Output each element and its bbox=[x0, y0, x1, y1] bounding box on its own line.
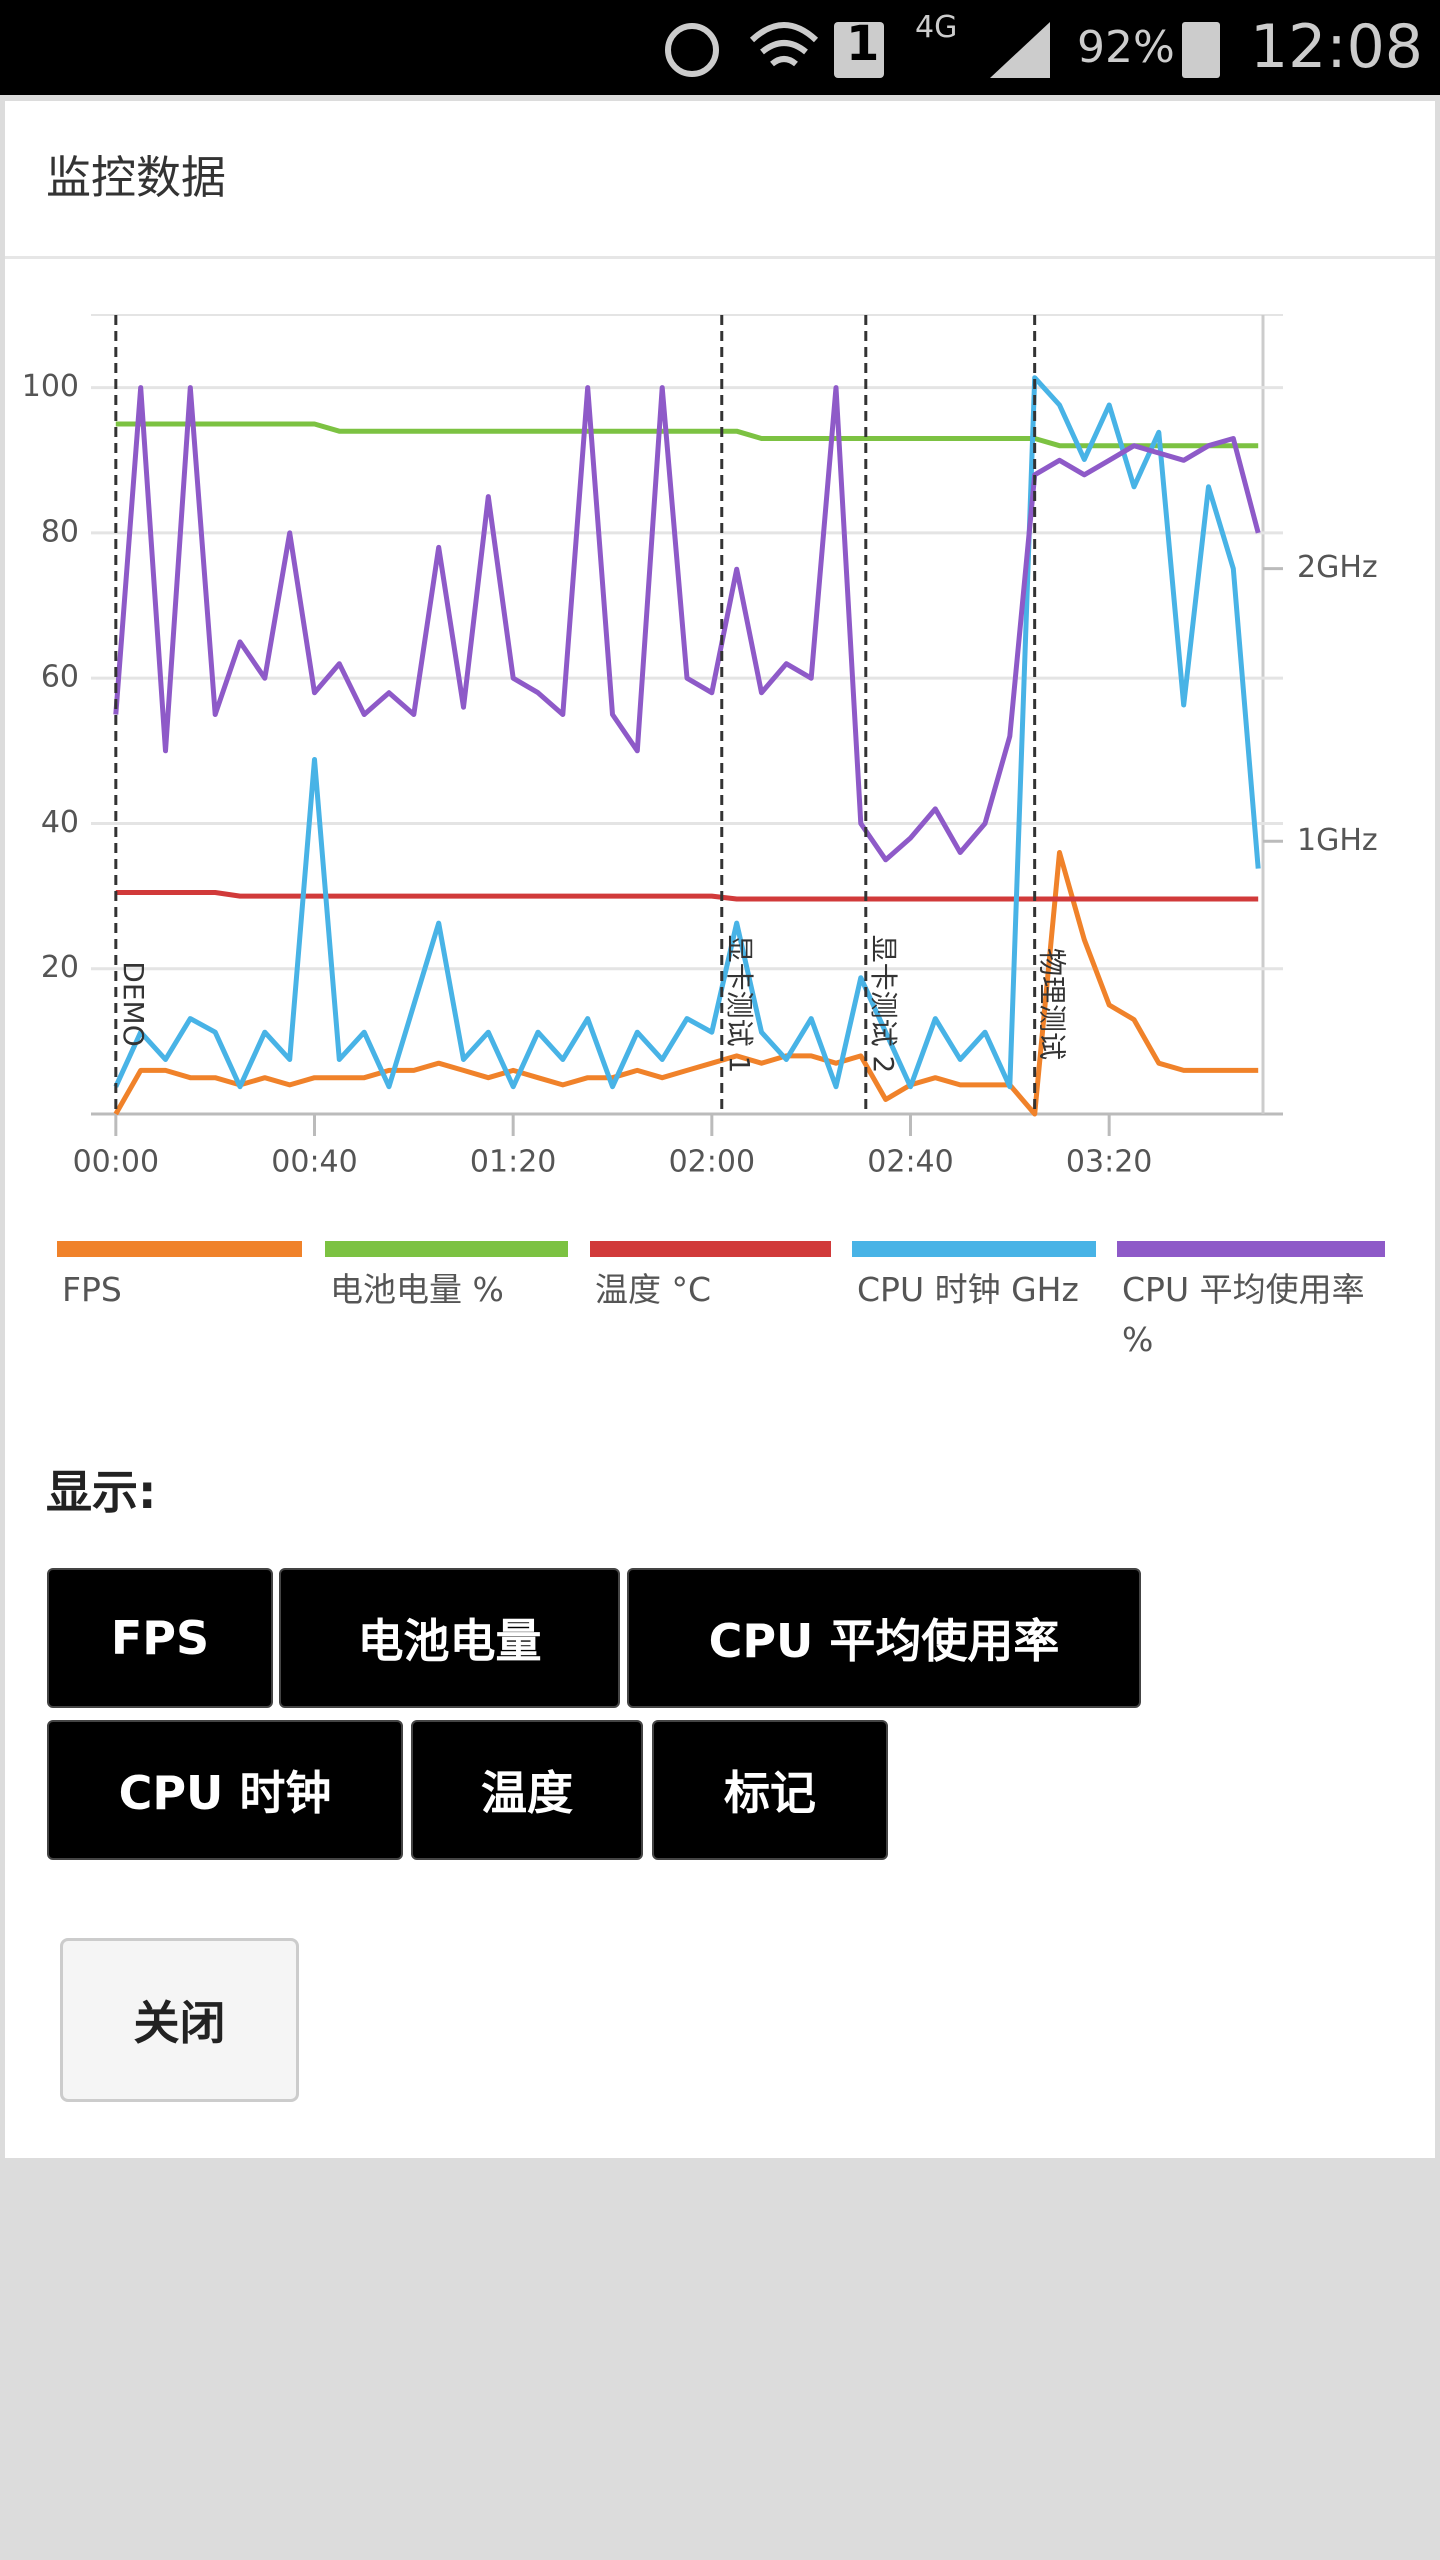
x-tick-label: 02:40 bbox=[867, 1145, 953, 1180]
toggle-button[interactable]: 温度 bbox=[411, 1720, 643, 1860]
x-tick-label: 01:20 bbox=[470, 1145, 556, 1180]
legend-label: 电池电量 % bbox=[330, 1270, 504, 1309]
series-line bbox=[113, 375, 1261, 1090]
marker-label: 物理测试 bbox=[1036, 948, 1069, 1060]
legend-item: 温度 °C bbox=[590, 1241, 831, 1315]
legend-item: CPU 时钟 GHz bbox=[852, 1241, 1096, 1315]
chart: 20 40 60 80 100 1GHz 2GHz 00:00 00:40 01:20 02:00 0… bbox=[22, 314, 1378, 1180]
dialog-title: 监控数据 bbox=[46, 151, 227, 204]
legend-swatch bbox=[57, 1241, 302, 1257]
legend-label: CPU 平均使用率 % bbox=[1122, 1270, 1365, 1359]
legend-item: CPU 平均使用率 % bbox=[1117, 1241, 1385, 1365]
legend-swatch bbox=[852, 1241, 1096, 1257]
display-label: 显示: bbox=[46, 1465, 157, 1519]
marker-label: DEMO bbox=[117, 961, 150, 1046]
y-tick-label: 40 bbox=[41, 805, 79, 840]
y2-tick-label: 1GHz bbox=[1297, 823, 1378, 858]
legend-item: 电池电量 % bbox=[325, 1241, 568, 1315]
alarm-icon bbox=[665, 23, 719, 77]
wifi-icon bbox=[749, 22, 819, 67]
legend-label: 温度 °C bbox=[595, 1270, 712, 1309]
legend-swatch bbox=[590, 1241, 831, 1257]
toggle-button[interactable]: CPU 时钟 bbox=[47, 1720, 403, 1860]
series-line bbox=[115, 890, 1259, 902]
toggle-button[interactable]: CPU 平均使用率 bbox=[627, 1568, 1141, 1708]
network-type: 4G bbox=[915, 10, 958, 45]
x-tick-label: 00:00 bbox=[73, 1145, 159, 1180]
toggle-button[interactable]: 电池电量 bbox=[279, 1568, 620, 1708]
y2-tick-label: 2GHz bbox=[1297, 550, 1378, 585]
legend-label: FPS bbox=[62, 1270, 122, 1309]
series-line bbox=[115, 421, 1259, 449]
x-tick-label: 00:40 bbox=[271, 1145, 357, 1180]
legend-swatch bbox=[1117, 1241, 1385, 1257]
y-tick-label: 80 bbox=[41, 514, 79, 549]
close-button[interactable]: 关闭 bbox=[60, 1938, 299, 2102]
marker-label: 显卡测试 1 bbox=[723, 935, 756, 1074]
status-icons bbox=[665, 22, 1220, 78]
clock: 12:08 bbox=[1250, 12, 1423, 82]
divider bbox=[5, 256, 1435, 259]
x-tick-label: 02:00 bbox=[669, 1145, 755, 1180]
y-tick-label: 100 bbox=[22, 369, 79, 404]
toggle-button[interactable]: FPS bbox=[47, 1568, 273, 1708]
sim-icon bbox=[834, 22, 884, 78]
legend-swatch bbox=[325, 1241, 568, 1257]
toggle-button[interactable]: 标记 bbox=[652, 1720, 888, 1860]
dialog: 监控数据 20 40 60 80 100 1GHz 2GHz 00:00 00:40 01:20 0… bbox=[5, 101, 1435, 2158]
sim-number: 1 bbox=[846, 16, 880, 72]
series-line bbox=[113, 385, 1261, 863]
y-tick-label: 20 bbox=[41, 950, 79, 985]
legend-label: CPU 时钟 GHz bbox=[857, 1270, 1079, 1309]
legend-item: FPS bbox=[57, 1241, 302, 1315]
y-tick-label: 60 bbox=[41, 660, 79, 695]
status-bar: 1 4G 92% 12:08 bbox=[0, 0, 1440, 95]
signal-icon bbox=[990, 22, 1050, 78]
marker-label: 显卡测试 2 bbox=[867, 935, 900, 1074]
x-tick-label: 03:20 bbox=[1066, 1145, 1152, 1180]
battery-icon bbox=[1182, 22, 1220, 78]
battery-level: 92% bbox=[1077, 22, 1175, 73]
series-line bbox=[113, 850, 1259, 1117]
